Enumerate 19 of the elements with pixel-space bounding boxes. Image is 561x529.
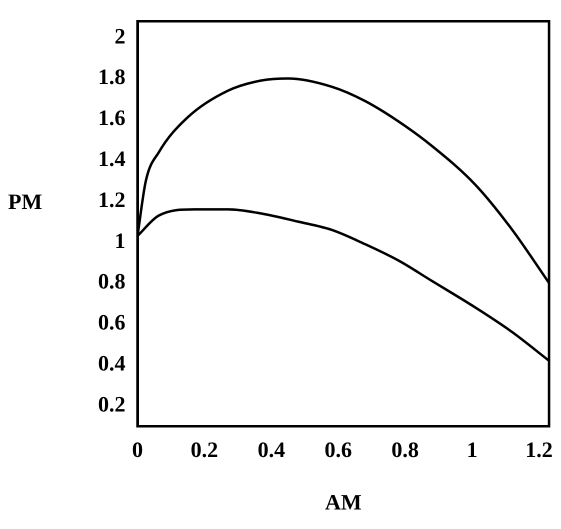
y-tick-label: 1.6 bbox=[98, 105, 126, 130]
y-tick-label: 1.8 bbox=[98, 64, 126, 90]
x-axis-title: AM bbox=[324, 489, 362, 514]
x-tick-label: 0.6 bbox=[324, 437, 352, 462]
y-tick-label: 0.4 bbox=[98, 350, 126, 376]
x-tick-label: 0 bbox=[132, 437, 143, 462]
x-tick-label: 1.2 bbox=[525, 437, 553, 462]
x-tick-label: 1 bbox=[466, 437, 478, 462]
y-tick-label: 0.8 bbox=[98, 268, 126, 294]
y-axis-title: PM bbox=[8, 189, 42, 214]
y-tick-label: 0.2 bbox=[98, 391, 126, 416]
x-tick-label: 0.8 bbox=[391, 437, 419, 462]
y-tick-label: 0.6 bbox=[98, 310, 126, 335]
y-tick-label: 1 bbox=[114, 228, 126, 253]
x-tick-label: 0.2 bbox=[190, 437, 218, 462]
y-tick-label: 1.4 bbox=[98, 146, 126, 171]
y-tick-label: 2 bbox=[114, 23, 126, 48]
x-tick-label: 0.4 bbox=[258, 437, 286, 462]
y-tick-label: 1.2 bbox=[98, 186, 126, 212]
